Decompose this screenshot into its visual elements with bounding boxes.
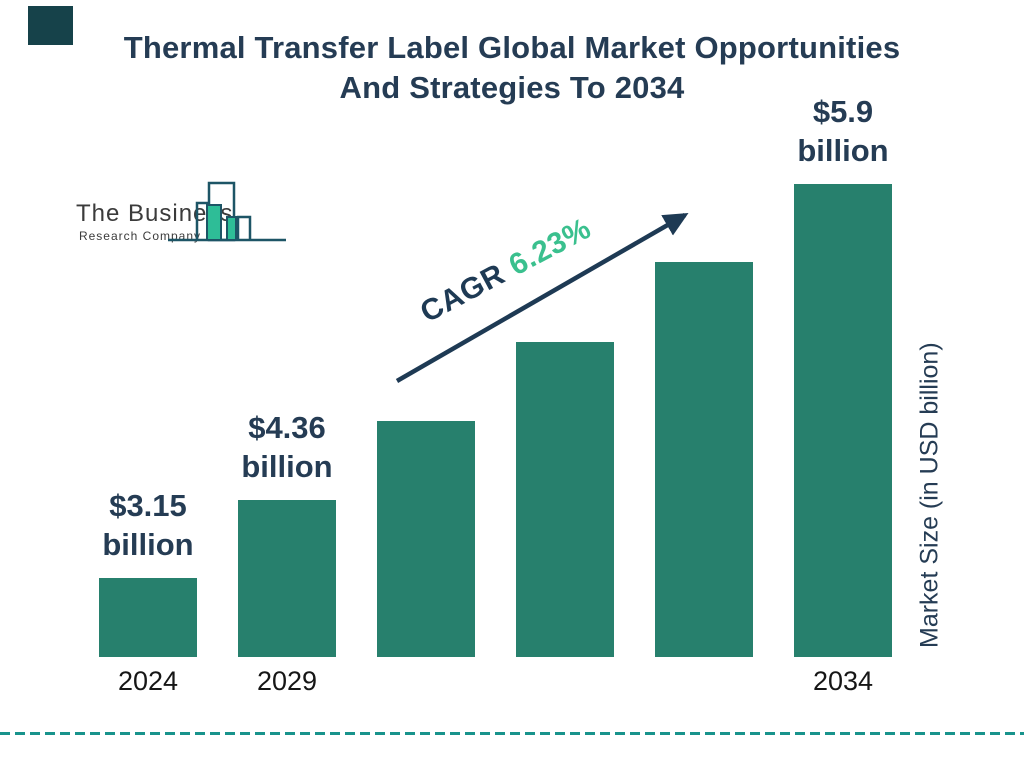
bar-2034 [794,184,892,657]
bar-group-2029: $4.36 billion 2029 [238,410,336,696]
value-amount: $4.36 [248,410,326,445]
bottom-dashed-divider [0,732,1024,735]
value-label: $5.9 billion [753,92,933,170]
value-label: $3.15 billion [58,486,238,564]
x-axis-label-2024: 2024 [117,666,179,696]
x-axis-label-2029: 2029 [256,666,318,696]
value-unit: billion [241,449,333,484]
bar-group-4 [516,342,614,657]
value-unit: billion [797,133,889,168]
value-unit: billion [102,527,194,562]
bar-3 [377,421,475,657]
bar-4 [516,342,614,657]
growth-arrow-icon [395,212,689,383]
bar-group-3 [377,421,475,657]
page-title-line1: Thermal Transfer Label Global Market Opp… [123,30,901,65]
value-label: $4.36 billion [197,408,377,486]
value-amount: $3.15 [109,488,187,523]
bar-group-2024: $3.15 billion 2024 [99,488,197,696]
page-title: Thermal Transfer Label Global Market Opp… [0,28,1024,108]
bar-group-2034: $5.9 billion 2034 [794,94,892,696]
x-axis-label-2034: 2034 [812,666,874,696]
value-amount: $5.9 [812,94,874,129]
y-axis-label: Market Size (in USD billion) [915,342,944,649]
bar-2024 [99,578,197,657]
bar-group-5 [655,262,753,657]
page-title-line2: And Strategies To 2034 [339,70,685,105]
bar-2029 [238,500,336,657]
bar-5 [655,262,753,657]
company-logo: The Business Research Company [70,174,300,250]
corner-accent-square [28,6,73,45]
bar-chart-logo-icon [168,181,286,242]
